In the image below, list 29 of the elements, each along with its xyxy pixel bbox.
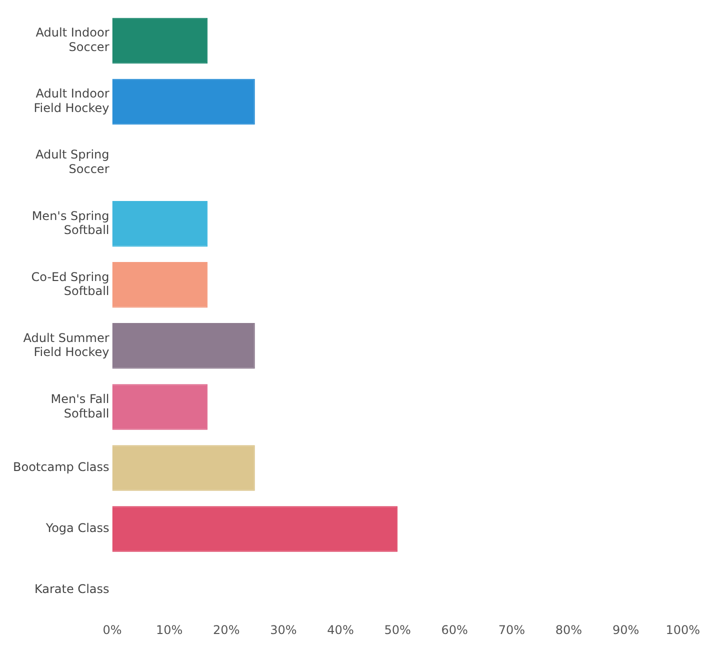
y-tick-label: Yoga Class <box>44 521 110 536</box>
y-tick-label: Men's Spring Softball <box>32 208 110 238</box>
bar <box>112 18 208 64</box>
y-tick-label: Bootcamp Class <box>13 460 110 474</box>
x-tick-label: 0% <box>102 622 122 637</box>
x-tick-label: 20% <box>213 622 240 637</box>
x-tick-label: 60% <box>441 622 468 637</box>
y-tick-label: Adult Spring Soccer <box>35 148 110 176</box>
y-tick-label: Adult Indoor Field Hockey <box>34 86 110 116</box>
y-tick-label: Adult Indoor Soccer <box>36 26 110 54</box>
bar <box>112 384 208 430</box>
x-tick-label: 90% <box>612 622 640 637</box>
bar <box>112 506 398 552</box>
x-tick-label: 40% <box>327 622 354 637</box>
bar <box>112 78 255 125</box>
y-tick-label: Men's Fall Softball <box>50 392 110 420</box>
y-tick-label: Adult Summer Field Hockey <box>23 330 110 360</box>
bar <box>112 200 208 247</box>
x-tick-label: 100% <box>666 622 700 637</box>
y-tick-label: Co-Ed Spring Softball <box>31 270 110 298</box>
x-tick-label: 70% <box>498 622 526 637</box>
x-tick-label: 80% <box>555 622 582 637</box>
x-tick-label: 30% <box>270 622 297 637</box>
bar <box>112 323 255 369</box>
x-tick-label: 10% <box>156 622 183 637</box>
bar <box>112 262 208 308</box>
bar <box>112 445 255 491</box>
x-tick-label: 50% <box>384 622 411 637</box>
y-tick-label: Karate Class <box>34 582 110 596</box>
